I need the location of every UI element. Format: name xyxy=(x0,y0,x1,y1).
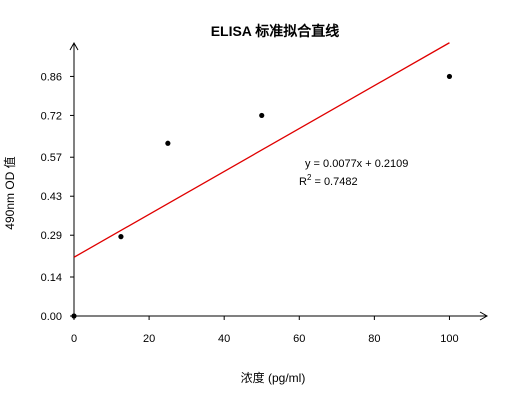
x-tick-label: 20 xyxy=(143,333,155,345)
data-point xyxy=(118,234,123,239)
r-squared-prefix: R xyxy=(299,176,307,188)
fit-equation: y = 0.0077x + 0.2109 xyxy=(305,158,408,170)
y-tick-label: 0.72 xyxy=(41,110,62,122)
data-point xyxy=(165,141,170,146)
x-tick-label: 60 xyxy=(293,333,305,345)
y-tick-label: 0.43 xyxy=(41,191,62,203)
x-axis-label: 浓度 (pg/ml) xyxy=(241,370,306,385)
r-squared: R2 = 0.7482 xyxy=(299,173,358,188)
y-tick-label: 0.14 xyxy=(41,272,62,284)
axes xyxy=(70,43,487,320)
data-point xyxy=(447,74,452,79)
x-tick-label: 0 xyxy=(71,333,77,345)
y-tick-label: 0.00 xyxy=(41,311,62,323)
x-tick-label: 80 xyxy=(368,333,380,345)
x-tick-label: 100 xyxy=(440,333,458,345)
data-point xyxy=(259,113,264,118)
fit-line-group xyxy=(74,43,449,258)
chart-title: ELISA 标准拟合直线 xyxy=(211,23,340,39)
data-points xyxy=(71,74,452,319)
x-tick-label: 40 xyxy=(218,333,230,345)
y-tick-label: 0.29 xyxy=(41,230,62,242)
y-tick-label: 0.57 xyxy=(41,152,62,164)
r-squared-value: = 0.7482 xyxy=(311,176,357,188)
x-axis-ticks: 0 20 40 60 80 100 xyxy=(71,316,459,345)
y-axis-label: 490nm OD 值 xyxy=(2,156,17,229)
data-point xyxy=(71,313,76,318)
y-axis-ticks: 0.00 0.14 0.29 0.43 0.57 0.72 0.86 xyxy=(41,71,74,323)
fit-line xyxy=(74,43,449,258)
y-tick-label: 0.86 xyxy=(41,71,62,83)
